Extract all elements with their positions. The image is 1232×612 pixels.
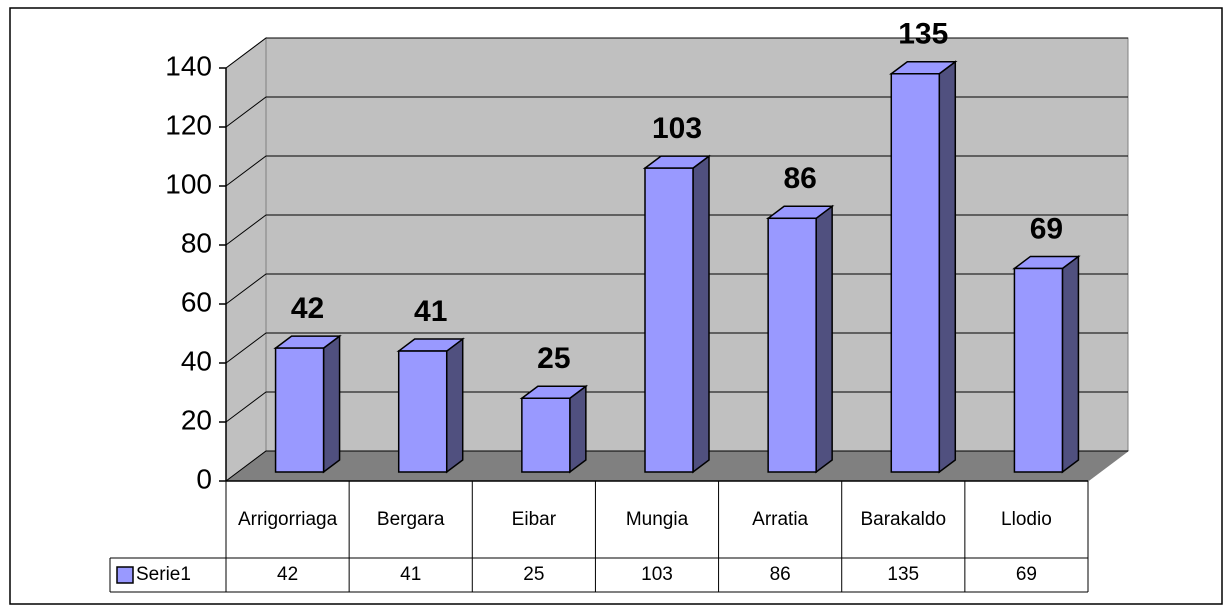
x-tick-label: Arratia: [752, 508, 809, 530]
y-tick-label: 0: [196, 463, 212, 494]
bar-side: [815, 204, 833, 474]
y-tick-label: 80: [181, 227, 212, 258]
grid-line: [225, 391, 1128, 423]
table-value: 25: [523, 564, 545, 585]
data-label: 42: [291, 292, 324, 325]
bar-side: [938, 60, 957, 474]
grid-line: [225, 96, 1128, 128]
table-value: 103: [641, 564, 673, 585]
y-tick-label: 40: [181, 345, 212, 376]
bar: [890, 73, 941, 473]
data-label: 41: [414, 295, 447, 328]
side-wall: [225, 37, 267, 482]
data-label: 69: [1030, 212, 1063, 245]
bar: [521, 397, 571, 473]
y-tick-label: 140: [165, 50, 212, 81]
y-tick-label: 20: [181, 404, 212, 435]
bar-side: [1061, 254, 1080, 474]
data-label: 135: [898, 18, 948, 51]
legend-label: Serie1: [136, 564, 191, 585]
y-tick-label: 100: [165, 168, 212, 199]
bar: [1013, 267, 1064, 473]
x-tick-label: Barakaldo: [860, 508, 947, 530]
table-value: 135: [887, 564, 920, 585]
data-label: 86: [783, 162, 816, 195]
grid-line: [225, 155, 1128, 187]
x-tick-label: Bergara: [376, 508, 445, 530]
y-tick-label: 60: [181, 286, 212, 317]
bar: [644, 167, 694, 473]
grid-line: [225, 37, 1128, 69]
bar: [274, 347, 325, 473]
bar-side: [445, 337, 464, 474]
bar: [397, 350, 448, 473]
bar-side: [569, 384, 587, 474]
y-tick-label: 120: [165, 109, 212, 140]
legend-swatch: [116, 566, 134, 584]
grid-line: [225, 214, 1128, 246]
x-tick-label: Mungia: [625, 508, 689, 530]
bar-side: [322, 334, 341, 474]
table-value: 41: [400, 564, 422, 585]
grid-line: [225, 450, 1128, 482]
x-tick-label: Eibar: [511, 508, 557, 530]
table-value: 42: [277, 564, 299, 585]
x-tick-label: Llodio: [1001, 508, 1052, 530]
x-tick-label: Arrigorriaga: [237, 508, 338, 530]
data-label: 25: [537, 342, 570, 375]
bar: [767, 217, 817, 473]
table-value: 86: [769, 564, 791, 585]
grid-line: [225, 273, 1128, 305]
bar-side: [692, 154, 710, 474]
table-value: 69: [1015, 564, 1037, 585]
data-label: 103: [652, 112, 702, 145]
grid-line: [225, 332, 1128, 364]
